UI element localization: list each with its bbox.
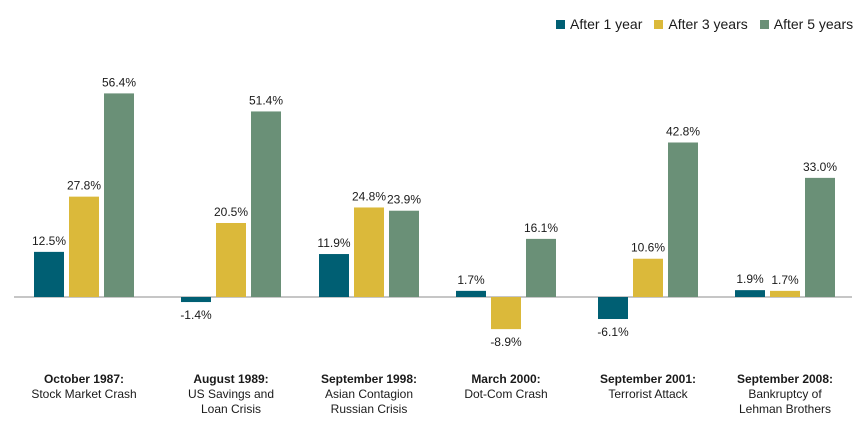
bar-series-1-category-3 [319, 254, 349, 297]
bar-series-1-category-1 [34, 251, 64, 297]
data-label-series-2-category-3: 24.8% [352, 189, 386, 203]
data-label-series-2-category-6: 1.7% [771, 273, 799, 287]
bar-series-3-category-1 [104, 93, 134, 298]
data-label-series-1-category-5: -6.1% [597, 325, 629, 339]
legend-label-after-3-years: After 3 years [668, 16, 748, 32]
category-title: September 2008: [736, 372, 834, 386]
data-label-series-3-category-5: 42.8% [666, 124, 700, 138]
category-title: September 1998: [320, 372, 418, 386]
bar-series-3-category-3 [389, 210, 419, 297]
category-label-2: August 1989: US Savings and Loan Crisis [181, 372, 281, 417]
category-title: October 1987: [43, 372, 125, 386]
bar-series-2-category-4 [491, 297, 521, 330]
bar-series-1-category-5 [598, 297, 628, 320]
category-label-4: March 2000: Dot-Com Crash [436, 372, 576, 402]
bar-series-2-category-1 [69, 196, 99, 297]
bar-series-1-category-6 [735, 290, 765, 297]
data-label-series-3-category-6: 33.0% [803, 160, 837, 174]
legend-swatch-after-3-years [654, 19, 664, 29]
category-subtitle: Terrorist Attack [608, 387, 688, 401]
bar-series-3-category-4 [526, 238, 556, 297]
data-label-series-3-category-3: 23.9% [387, 193, 421, 207]
data-label-series-2-category-4: -8.9% [490, 335, 522, 349]
data-label-series-2-category-5: 10.6% [631, 241, 665, 255]
data-label-series-3-category-2: 51.4% [249, 93, 283, 107]
data-label-series-2-category-2: 20.5% [214, 205, 248, 219]
bar-series-2-category-3 [354, 207, 384, 297]
data-label-series-3-category-1: 56.4% [102, 75, 136, 89]
bar-series-3-category-2 [251, 111, 281, 297]
category-subtitle: Stock Market Crash [31, 387, 137, 401]
category-label-3: September 1998: Asian Contagion Russian … [314, 372, 424, 417]
data-label-series-2-category-1: 27.8% [67, 179, 101, 193]
bar-series-3-category-6 [805, 177, 835, 297]
bar-series-1-category-2 [181, 297, 211, 303]
legend-item-after-5-years: After 5 years [759, 16, 854, 32]
legend-label-after-5-years: After 5 years [773, 16, 854, 32]
legend-swatch-after-5-years [759, 19, 769, 29]
data-label-series-1-category-4: 1.7% [457, 273, 485, 287]
legend-item-after-3-years: After 3 years [654, 16, 748, 32]
category-subtitle: Bankruptcy of Lehman Brothers [738, 387, 832, 416]
data-label-series-1-category-1: 12.5% [32, 234, 66, 248]
legend-label-after-1-year: After 1 year [570, 16, 643, 32]
category-label-6: September 2008: Bankruptcy of Lehman Bro… [725, 372, 845, 417]
category-subtitle: US Savings and Loan Crisis [187, 387, 275, 416]
category-subtitle: Asian Contagion Russian Crisis [324, 387, 414, 416]
chart-legend: After 1 year After 3 years After 5 years [556, 16, 853, 32]
category-label-5: September 2001: Terrorist Attack [578, 372, 718, 402]
bar-series-2-category-5 [633, 258, 663, 297]
category-label-1: October 1987: Stock Market Crash [14, 372, 154, 402]
bar-series-2-category-6 [770, 290, 800, 297]
category-subtitle: Dot-Com Crash [464, 387, 548, 401]
bar-series-2-category-2 [216, 222, 246, 297]
data-label-series-1-category-2: -1.4% [180, 308, 212, 322]
category-title: September 2001: [599, 372, 697, 386]
category-title: March 2000: [471, 372, 541, 386]
bar-series-3-category-5 [668, 142, 698, 297]
legend-swatch-after-1-year [556, 19, 565, 29]
data-label-series-1-category-3: 11.9% [317, 236, 350, 250]
data-label-series-1-category-6: 1.9% [736, 272, 764, 286]
legend-item-after-1-year: After 1 year [556, 16, 642, 32]
bar-series-1-category-4 [456, 290, 486, 297]
category-title: August 1989: [193, 372, 269, 386]
data-label-series-3-category-4: 16.1% [524, 221, 558, 235]
